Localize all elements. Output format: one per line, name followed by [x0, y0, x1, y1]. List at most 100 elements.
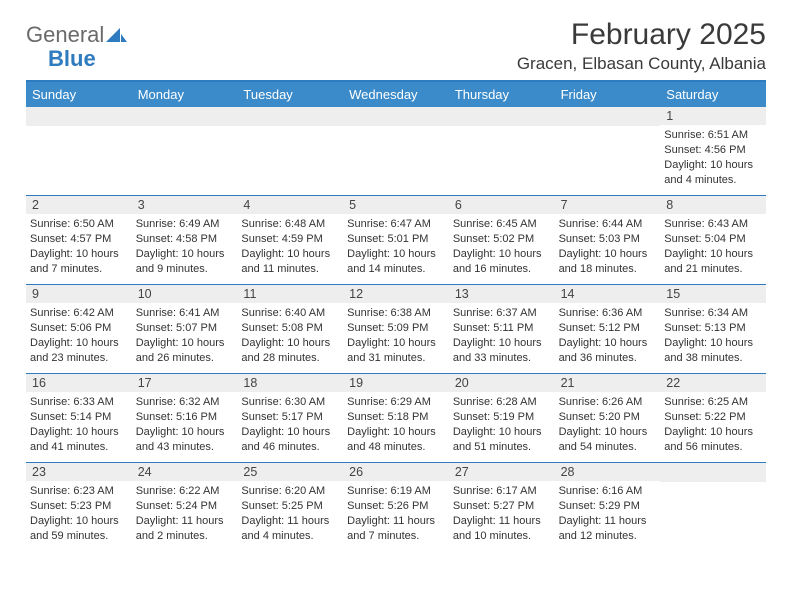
day-number: 4 [237, 196, 343, 214]
sun-info: Sunrise: 6:40 AMSunset: 5:08 PMDaylight:… [241, 306, 339, 365]
sunrise: Sunrise: 6:29 AM [347, 395, 445, 410]
daylight: Daylight: 11 hours and 7 minutes. [347, 514, 445, 544]
sun-info: Sunrise: 6:22 AMSunset: 5:24 PMDaylight:… [136, 484, 234, 543]
month-title: February 2025 [517, 18, 766, 52]
daylight: Daylight: 10 hours and 51 minutes. [453, 425, 551, 455]
brand-logo: General Blue [26, 18, 128, 71]
day-cell: 6 Sunrise: 6:45 AMSunset: 5:02 PMDaylight… [449, 196, 555, 284]
sun-info: Sunrise: 6:43 AMSunset: 5:04 PMDaylight:… [664, 217, 762, 276]
daylight: Daylight: 10 hours and 14 minutes. [347, 247, 445, 277]
day-number: 16 [26, 374, 132, 392]
day-cell: 10Sunrise: 6:41 AMSunset: 5:07 PMDayligh… [132, 285, 238, 373]
daylight: Daylight: 10 hours and 23 minutes. [30, 336, 128, 366]
sunset: Sunset: 5:12 PM [559, 321, 657, 336]
daylight: Daylight: 10 hours and 21 minutes. [664, 247, 762, 277]
day-number: 25 [237, 463, 343, 481]
sunrise: Sunrise: 6:28 AM [453, 395, 551, 410]
empty-cell [555, 107, 661, 195]
day-cell: 28Sunrise: 6:16 AMSunset: 5:29 PMDayligh… [555, 463, 661, 551]
sun-info: Sunrise: 6:20 AMSunset: 5:25 PMDaylight:… [241, 484, 339, 543]
sun-info: Sunrise: 6:42 AMSunset: 5:06 PMDaylight:… [30, 306, 128, 365]
day-number: 15 [660, 285, 766, 303]
daylight: Daylight: 10 hours and 26 minutes. [136, 336, 234, 366]
sunrise: Sunrise: 6:34 AM [664, 306, 762, 321]
sunset: Sunset: 5:18 PM [347, 410, 445, 425]
sunrise: Sunrise: 6:23 AM [30, 484, 128, 499]
sunset: Sunset: 4:59 PM [241, 232, 339, 247]
calendar-page: General Blue February 2025 Gracen, Elbas… [0, 0, 792, 561]
sunrise: Sunrise: 6:26 AM [559, 395, 657, 410]
daylight: Daylight: 10 hours and 9 minutes. [136, 247, 234, 277]
week-row: 16Sunrise: 6:33 AMSunset: 5:14 PMDayligh… [26, 374, 766, 463]
sunset: Sunset: 4:57 PM [30, 232, 128, 247]
sunset: Sunset: 5:03 PM [559, 232, 657, 247]
sunset: Sunset: 5:11 PM [453, 321, 551, 336]
sunset: Sunset: 4:56 PM [664, 143, 762, 158]
weekday-label: Thursday [449, 82, 555, 107]
sunset: Sunset: 5:07 PM [136, 321, 234, 336]
sun-info: Sunrise: 6:36 AMSunset: 5:12 PMDaylight:… [559, 306, 657, 365]
sun-info: Sunrise: 6:23 AMSunset: 5:23 PMDaylight:… [30, 484, 128, 543]
day-cell: 25 Sunrise: 6:20 AMSunset: 5:25 PMDayligh… [237, 463, 343, 551]
day-number: 5 [343, 196, 449, 214]
daylight: Daylight: 10 hours and 33 minutes. [453, 336, 551, 366]
day-cell: 17Sunrise: 6:32 AMSunset: 5:16 PMDayligh… [132, 374, 238, 462]
daylight: Daylight: 10 hours and 46 minutes. [241, 425, 339, 455]
daylight: Daylight: 10 hours and 11 minutes. [241, 247, 339, 277]
brand-text: General Blue [26, 24, 128, 71]
day-number: 2 [26, 196, 132, 214]
day-number: 8 [660, 196, 766, 214]
daylight: Daylight: 10 hours and 54 minutes. [559, 425, 657, 455]
sunrise: Sunrise: 6:17 AM [453, 484, 551, 499]
sunrise: Sunrise: 6:38 AM [347, 306, 445, 321]
sun-info: Sunrise: 6:45 AMSunset: 5:02 PMDaylight:… [453, 217, 551, 276]
sunset: Sunset: 5:16 PM [136, 410, 234, 425]
logo-sail-icon [106, 27, 128, 48]
day-number: 19 [343, 374, 449, 392]
empty-cell [132, 107, 238, 195]
sunset: Sunset: 5:27 PM [453, 499, 551, 514]
daylight: Daylight: 10 hours and 56 minutes. [664, 425, 762, 455]
daylight: Daylight: 10 hours and 38 minutes. [664, 336, 762, 366]
sunrise: Sunrise: 6:19 AM [347, 484, 445, 499]
sunrise: Sunrise: 6:25 AM [664, 395, 762, 410]
day-cell: 26Sunrise: 6:19 AMSunset: 5:26 PMDayligh… [343, 463, 449, 551]
weekday-label: Sunday [26, 82, 132, 107]
weekday-label: Saturday [660, 82, 766, 107]
daylight: Daylight: 10 hours and 28 minutes. [241, 336, 339, 366]
day-number: 14 [555, 285, 661, 303]
weekday-label: Wednesday [343, 82, 449, 107]
day-cell: 21Sunrise: 6:26 AMSunset: 5:20 PMDayligh… [555, 374, 661, 462]
day-number [26, 107, 132, 126]
day-number: 10 [132, 285, 238, 303]
sunset: Sunset: 5:14 PM [30, 410, 128, 425]
day-cell: 9Sunrise: 6:42 AMSunset: 5:06 PMDaylight… [26, 285, 132, 373]
daylight: Daylight: 10 hours and 41 minutes. [30, 425, 128, 455]
empty-cell [343, 107, 449, 195]
day-cell: 20Sunrise: 6:28 AMSunset: 5:19 PMDayligh… [449, 374, 555, 462]
day-cell: 11Sunrise: 6:40 AMSunset: 5:08 PMDayligh… [237, 285, 343, 373]
day-cell: 4Sunrise: 6:48 AMSunset: 4:59 PMDaylight… [237, 196, 343, 284]
daylight: Daylight: 10 hours and 4 minutes. [664, 158, 762, 188]
weekday-label: Friday [555, 82, 661, 107]
day-number: 20 [449, 374, 555, 392]
day-number: 22 [660, 374, 766, 392]
sunrise: Sunrise: 6:40 AM [241, 306, 339, 321]
sunset: Sunset: 5:17 PM [241, 410, 339, 425]
sunset: Sunset: 5:06 PM [30, 321, 128, 336]
day-cell: 2Sunrise: 6:50 AMSunset: 4:57 PMDaylight… [26, 196, 132, 284]
day-number: 7 [555, 196, 661, 214]
day-number: 26 [343, 463, 449, 481]
weekday-header: Sunday Monday Tuesday Wednesday Thursday… [26, 82, 766, 107]
day-number: 27 [449, 463, 555, 481]
day-cell: 18Sunrise: 6:30 AMSunset: 5:17 PMDayligh… [237, 374, 343, 462]
day-number: 6 [449, 196, 555, 214]
sun-info: Sunrise: 6:25 AMSunset: 5:22 PMDaylight:… [664, 395, 762, 454]
daylight: Daylight: 10 hours and 43 minutes. [136, 425, 234, 455]
sunrise: Sunrise: 6:30 AM [241, 395, 339, 410]
day-number [237, 107, 343, 126]
week-row: 9Sunrise: 6:42 AMSunset: 5:06 PMDaylight… [26, 285, 766, 374]
day-cell: 3Sunrise: 6:49 AMSunset: 4:58 PMDaylight… [132, 196, 238, 284]
day-cell: 15Sunrise: 6:34 AMSunset: 5:13 PMDayligh… [660, 285, 766, 373]
sunset: Sunset: 5:04 PM [664, 232, 762, 247]
